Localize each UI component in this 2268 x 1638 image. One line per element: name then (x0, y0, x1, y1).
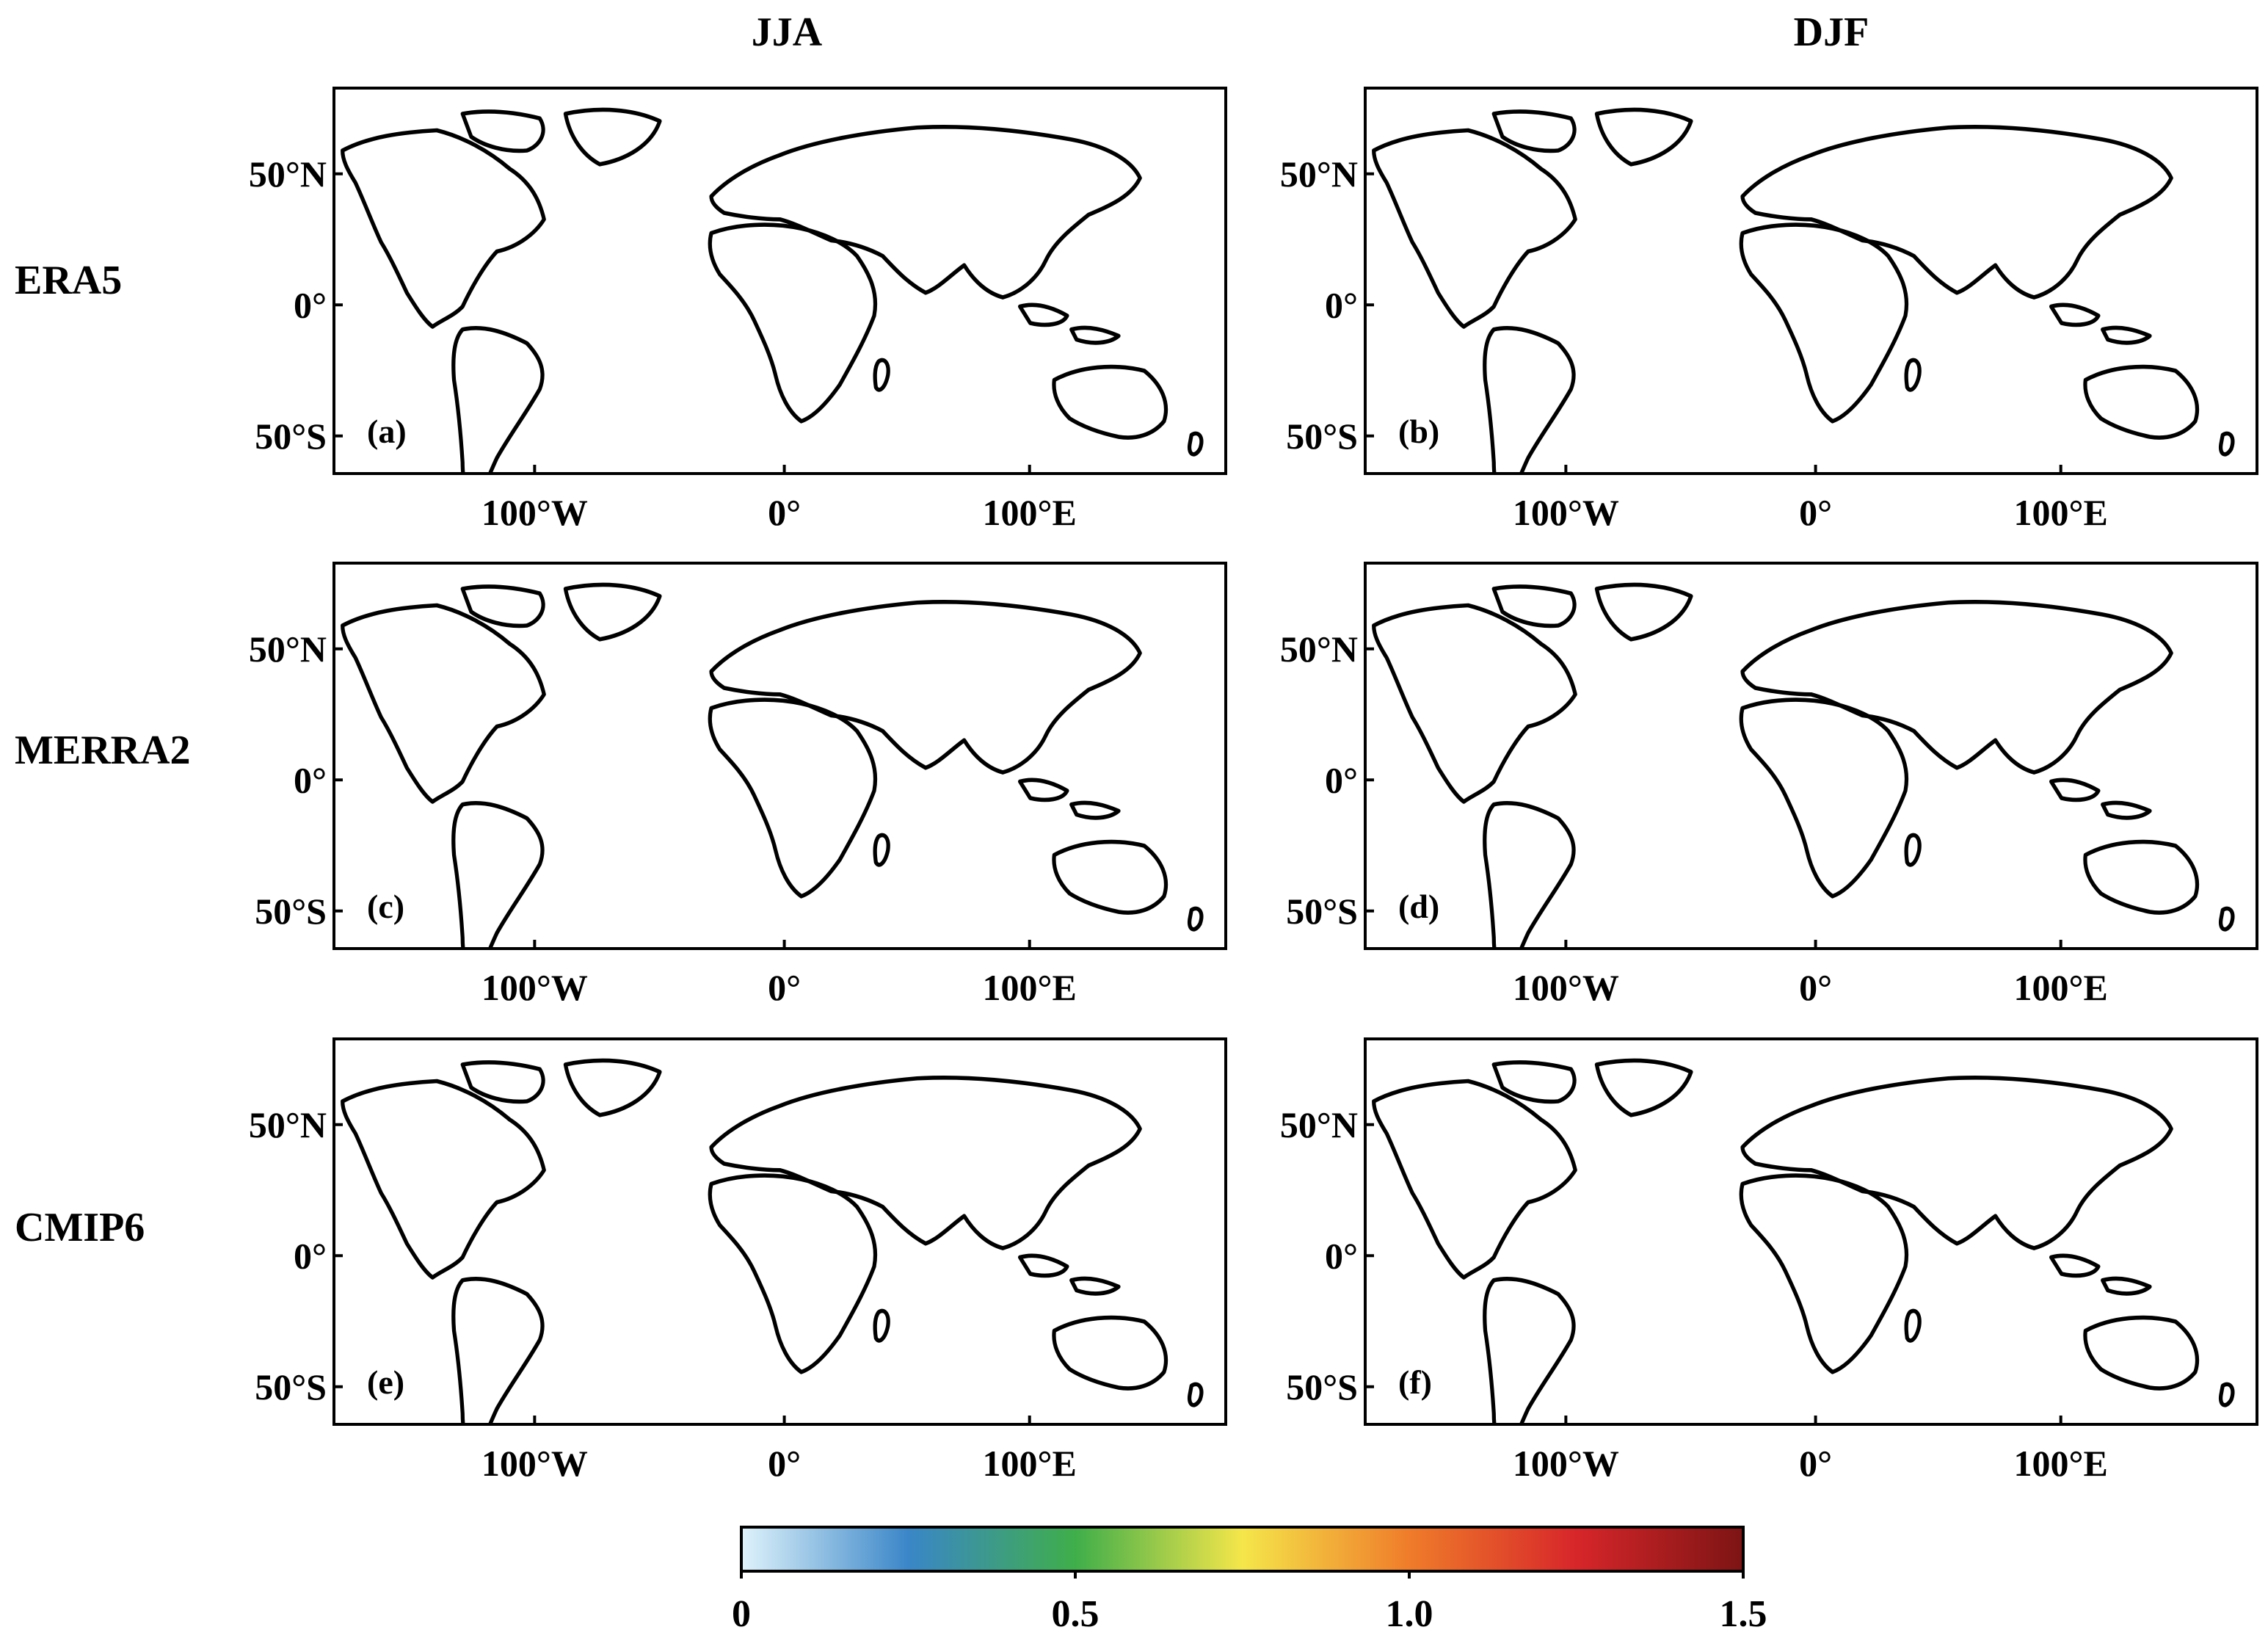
lat-tick-label: 50°N (249, 1104, 327, 1145)
panel-frame (332, 562, 1227, 950)
lat-tick-label: 50°N (1280, 628, 1358, 670)
lat-tick-label: 0° (294, 284, 327, 325)
lat-tick-label: 0° (294, 1235, 327, 1276)
lat-tick-label: 50°S (1286, 416, 1358, 457)
colorbar-bar (740, 1526, 1745, 1573)
land-field-a (335, 95, 1244, 474)
map-panel-c: 50°N 0° 50°S 100°W 0° 100°E (c) (249, 562, 1244, 1008)
land-field-f (1367, 1046, 2268, 1424)
colorbar-tick-label: 0 (732, 1593, 751, 1635)
lon-tick-label: 0° (768, 492, 801, 533)
colorbar-tick-label: 1.0 (1386, 1593, 1433, 1635)
lat-tick-label: 50°S (255, 416, 327, 457)
map-panel-a: 50°N 0° 50°S 100°W 0° 100°E (a) (249, 87, 1244, 533)
land-field-c (338, 571, 1244, 949)
colorbar-tick-label: 0.5 (1052, 1593, 1100, 1635)
lon-tick-label: 100°E (983, 967, 1077, 1008)
map-panel-f: 50°N 0° 50°S 100°W 0° 100°E (f) (1280, 1037, 2268, 1484)
land-field-b (1367, 97, 2268, 474)
lon-tick-label: 0° (1799, 1443, 1832, 1484)
colorbar: 0 0.5 1.0 1.5 (732, 1526, 1767, 1635)
lon-tick-label: 100°W (481, 1443, 588, 1484)
panel-frame (1364, 87, 2258, 475)
lon-tick-label: 0° (1799, 967, 1832, 1008)
lat-tick-label: 50°N (1280, 153, 1358, 195)
lon-tick-label: 100°E (983, 1443, 1077, 1484)
lon-tick-label: 100°W (1513, 1443, 1619, 1484)
lon-tick-label: 0° (1799, 492, 1832, 533)
lat-tick-label: 0° (1325, 284, 1358, 325)
lat-tick-label: 50°N (1280, 1104, 1358, 1145)
map-panel-e: 50°N 0° 50°S 100°W 0° 100°E (e) (249, 1037, 1243, 1484)
panel-tag-a: (a) (367, 413, 407, 450)
lon-tick-label: 100°E (2014, 967, 2108, 1008)
row-label-merra2: MERRA2 (15, 728, 191, 773)
lon-tick-label: 100°W (481, 967, 588, 1008)
lon-tick-label: 0° (768, 967, 801, 1008)
panel-tag-b: (b) (1398, 413, 1439, 450)
lat-tick-label: 0° (1325, 759, 1358, 800)
lon-tick-label: 100°W (1513, 967, 1619, 1008)
panel-frame (332, 87, 1227, 475)
lon-tick-label: 100°E (2014, 492, 2108, 533)
colorbar-tick-label: 1.5 (1720, 1593, 1767, 1635)
column-title-djf: DJF (1794, 10, 1869, 55)
lon-tick-label: 100°W (481, 492, 588, 533)
lat-tick-label: 0° (294, 759, 327, 800)
panel-frame (1364, 562, 2258, 950)
lat-tick-label: 50°S (1286, 1366, 1358, 1407)
panel-tag-d: (d) (1398, 888, 1439, 925)
lon-tick-label: 100°W (1513, 492, 1619, 533)
map-panel-d: 50°N 0° 50°S 100°W 0° 100°E (d) (1280, 562, 2268, 1008)
lon-tick-label: 100°E (2014, 1443, 2108, 1484)
lat-tick-label: 50°S (255, 891, 327, 932)
lat-tick-label: 50°N (249, 628, 327, 670)
panel-tag-c: (c) (367, 888, 404, 925)
map-panels: 50°N 0° 50°S 100°W 0° 100°E (a) 50°N 0° 50°S 100°W… (249, 87, 2268, 1484)
map-panel-b: 50°N 0° 50°S 100°W 0° 100°E (b) (1280, 87, 2268, 533)
panel-tag-f: (f) (1398, 1363, 1432, 1401)
panel-frame (332, 1037, 1227, 1426)
land-field-e (335, 1046, 1243, 1424)
panel-frame (1364, 1037, 2258, 1426)
panel-tag-e: (e) (367, 1363, 404, 1401)
row-label-era5: ERA5 (15, 258, 122, 303)
lon-tick-label: 0° (768, 1443, 801, 1484)
lat-tick-label: 0° (1325, 1235, 1358, 1276)
lat-tick-label: 50°N (249, 153, 327, 195)
column-title-jja: JJA (752, 10, 823, 55)
land-field-d (1368, 571, 2268, 949)
row-label-cmip6: CMIP6 (15, 1205, 145, 1250)
lon-tick-label: 100°E (983, 492, 1077, 533)
lat-tick-label: 50°S (1286, 891, 1358, 932)
colorbar-ticks: 0 0.5 1.0 1.5 (732, 1571, 1767, 1635)
lat-tick-label: 50°S (255, 1366, 327, 1407)
